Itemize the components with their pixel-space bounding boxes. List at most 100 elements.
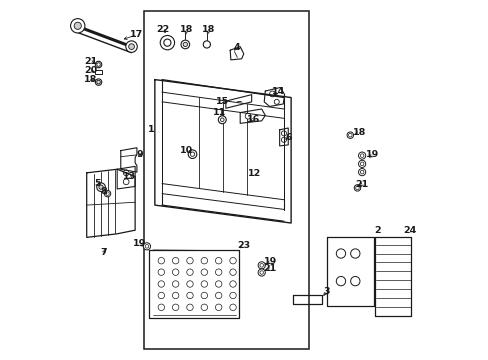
Text: 3: 3 [323,287,329,296]
Circle shape [281,131,286,136]
Circle shape [201,269,207,275]
Text: 7: 7 [101,248,107,257]
Circle shape [104,190,110,197]
Circle shape [348,134,351,137]
Circle shape [355,186,359,190]
Circle shape [260,264,263,267]
Circle shape [229,281,236,287]
Text: 21: 21 [263,265,276,274]
Text: 17: 17 [130,30,143,39]
Circle shape [190,152,194,156]
Circle shape [99,185,103,189]
Text: 18: 18 [84,75,98,84]
Circle shape [158,304,164,311]
Circle shape [186,292,193,299]
Circle shape [336,249,345,258]
Circle shape [158,281,164,287]
Circle shape [358,160,365,167]
Circle shape [201,281,207,287]
Circle shape [186,281,193,287]
Circle shape [125,41,137,52]
Circle shape [95,61,102,68]
Circle shape [158,292,164,299]
Text: 19: 19 [263,257,276,266]
Circle shape [172,257,179,264]
Circle shape [215,304,222,311]
Circle shape [158,257,164,264]
Circle shape [229,269,236,275]
Text: 9: 9 [136,150,143,159]
Circle shape [158,269,164,275]
Text: 23: 23 [237,241,250,250]
Circle shape [229,257,236,264]
Circle shape [172,281,179,287]
Circle shape [186,257,193,264]
Text: 5: 5 [94,179,101,188]
Circle shape [244,113,250,119]
Text: 1: 1 [148,125,154,134]
Text: 21: 21 [355,180,368,189]
Circle shape [358,168,365,176]
Circle shape [360,162,363,166]
Text: 14: 14 [271,86,285,95]
Text: 12: 12 [247,169,261,178]
Circle shape [70,19,85,33]
Circle shape [74,22,81,30]
Circle shape [123,170,129,176]
Text: 2: 2 [374,226,381,235]
Text: 18: 18 [180,24,193,33]
Text: 8: 8 [101,187,107,196]
Circle shape [181,40,189,49]
Circle shape [215,292,222,299]
Circle shape [123,179,129,185]
Circle shape [143,243,150,250]
Text: 19: 19 [366,150,379,159]
Polygon shape [144,12,308,348]
Text: 16: 16 [246,114,260,123]
Circle shape [97,70,100,74]
Circle shape [163,39,171,46]
Circle shape [229,304,236,311]
Circle shape [353,185,360,191]
Circle shape [260,271,263,274]
Text: 13: 13 [122,172,135,181]
Circle shape [269,91,275,97]
Circle shape [188,150,196,158]
Circle shape [350,249,359,258]
Circle shape [201,257,207,264]
Circle shape [215,257,222,264]
Text: 15: 15 [216,96,229,105]
Circle shape [360,154,363,157]
Circle shape [346,132,353,138]
Text: 22: 22 [156,24,169,33]
Circle shape [186,304,193,311]
Circle shape [201,292,207,299]
Circle shape [97,63,100,66]
Circle shape [360,170,363,174]
Circle shape [203,41,210,48]
Circle shape [201,304,207,311]
Text: 4: 4 [234,43,240,52]
Circle shape [281,137,286,142]
Circle shape [336,276,345,286]
Text: 6: 6 [285,133,291,142]
Circle shape [258,262,265,269]
Circle shape [128,44,134,49]
Text: 18: 18 [202,24,215,33]
Bar [94,69,102,74]
Circle shape [160,36,174,50]
Circle shape [220,118,224,122]
Circle shape [358,152,365,159]
Circle shape [183,42,187,46]
Text: 24: 24 [403,226,416,235]
Circle shape [172,269,179,275]
Circle shape [218,116,226,124]
Circle shape [172,292,179,299]
Text: 19: 19 [133,239,146,248]
Circle shape [172,304,179,311]
Circle shape [258,269,265,276]
Circle shape [95,79,102,85]
Circle shape [105,192,109,195]
Text: 21: 21 [84,57,98,66]
Circle shape [186,269,193,275]
